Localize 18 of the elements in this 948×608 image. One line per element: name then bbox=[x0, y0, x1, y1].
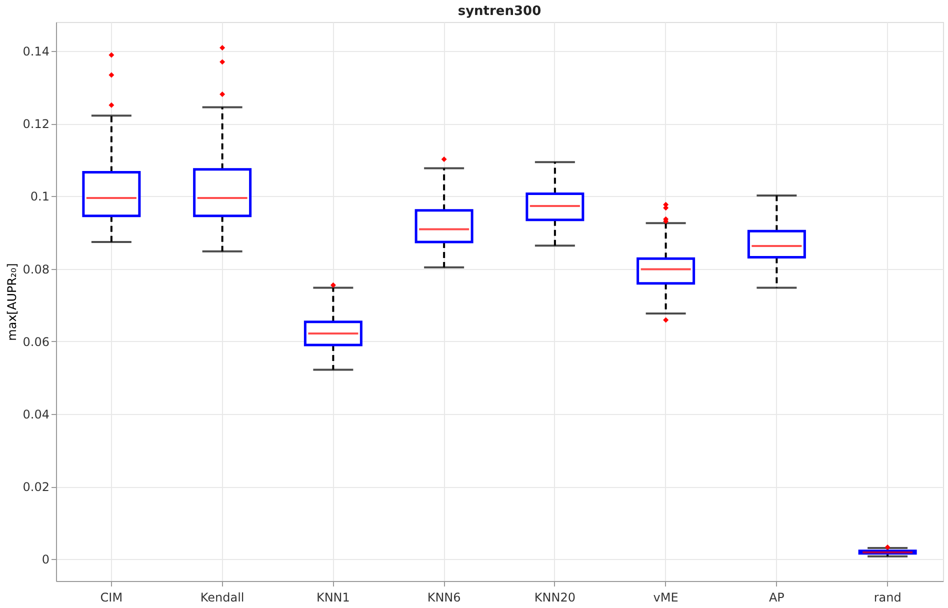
y-tick-label: 0 bbox=[42, 552, 50, 567]
x-tick-label: KNN6 bbox=[427, 590, 461, 604]
x-tick-label: vME bbox=[653, 590, 678, 604]
y-tick-label: 0.1 bbox=[30, 190, 50, 204]
y-tick-label: 0.06 bbox=[22, 334, 50, 349]
y-tick-label: 0.12 bbox=[22, 117, 50, 132]
x-tick-label: rand bbox=[874, 590, 902, 604]
y-tick-label: 0.02 bbox=[22, 480, 50, 494]
y-tick-label: 0.04 bbox=[22, 408, 50, 422]
chart-title: syntren300 bbox=[458, 4, 542, 19]
x-tick-label: KNN20 bbox=[534, 590, 576, 604]
x-tick-label: CIM bbox=[100, 590, 123, 604]
x-tick-label: KNN1 bbox=[316, 590, 350, 604]
x-tick-label: Kendall bbox=[200, 590, 244, 604]
y-axis-title: max[AUPR₂₀] bbox=[4, 263, 19, 341]
y-tick-label: 0.14 bbox=[22, 44, 50, 59]
y-tick-label: 0.08 bbox=[22, 262, 50, 276]
x-tick-label: AP bbox=[768, 590, 784, 604]
